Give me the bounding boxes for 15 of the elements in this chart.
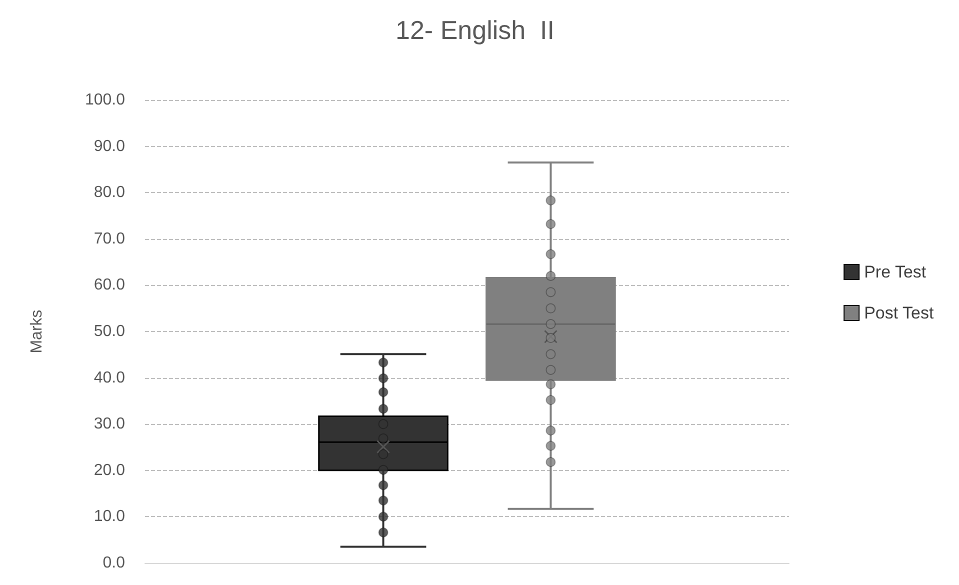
y-tick-label: 80.0: [94, 184, 126, 202]
chart-title: 12- English II: [396, 15, 554, 45]
y-tick-label: 20.0: [94, 462, 126, 479]
y-tick-label: 50.0: [94, 323, 126, 340]
y-tick-label: 10.0: [94, 508, 126, 526]
y-tick-label: 100.0: [84, 92, 126, 108]
y-tick-label: 70.0: [94, 230, 126, 248]
y-tick-label: 30.0: [94, 416, 126, 433]
y-tick-label: 0.0: [102, 554, 126, 572]
y-tick-label: 90.0: [94, 138, 126, 155]
y-tick-label: 60.0: [94, 276, 126, 294]
y-axis-title: Marks: [28, 310, 46, 354]
legend-label: Pre Test: [864, 262, 926, 282]
y-tick-label: 40.0: [94, 369, 126, 386]
legend-label: Post Test: [864, 304, 934, 322]
